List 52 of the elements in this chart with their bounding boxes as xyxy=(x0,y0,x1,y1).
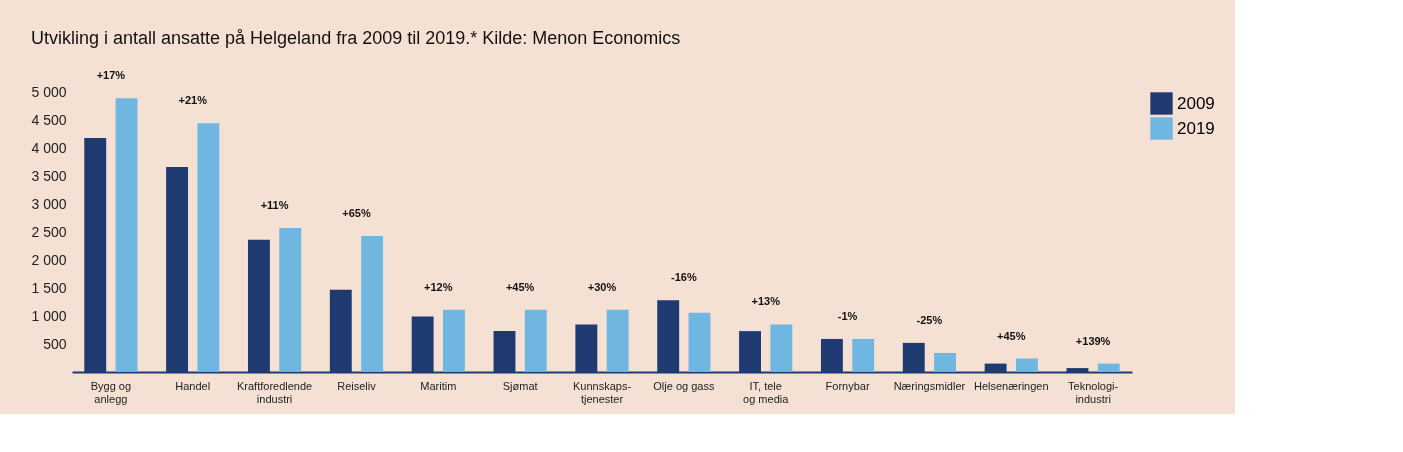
y-tick-label: 3 000 xyxy=(31,195,67,212)
bar xyxy=(197,123,220,372)
x-tick-label: Kraftforedlende industri xyxy=(236,379,313,405)
y-tick-label: 1 000 xyxy=(31,307,67,324)
x-tick-label: Bygg og anlegg xyxy=(90,379,132,405)
y-tick-label: 4 500 xyxy=(31,111,67,128)
x-tick-label: Olje og gass xyxy=(653,379,715,392)
x-tick-label: Fornybar xyxy=(825,379,870,392)
x-tick-label: Kunnskaps- tjenester xyxy=(572,379,632,405)
annotation: +45% xyxy=(505,280,535,293)
bar xyxy=(770,324,793,372)
annotation: -16% xyxy=(671,271,697,284)
x-tick-label: Helsenæringen xyxy=(973,379,1049,392)
bar xyxy=(361,235,384,372)
x-tick-label: Handel xyxy=(175,379,211,392)
annotation: +45% xyxy=(997,329,1026,342)
legend-label: 2009 xyxy=(1177,93,1215,113)
y-tick-label: 2 000 xyxy=(31,251,67,268)
y-tick-label: 500 xyxy=(43,335,67,352)
x-tick-label: IT, tele og media xyxy=(743,379,790,405)
annotation: +139% xyxy=(1075,334,1111,347)
chart-title: Utvikling i antall ansatte på Helgeland fra 2009 til 2019.* Kilde: Menon Economics xyxy=(30,28,681,49)
annotation: +13% xyxy=(751,295,781,308)
bar xyxy=(1097,363,1120,372)
bar xyxy=(934,352,957,372)
y-tick-label: 4 000 xyxy=(31,139,67,156)
bar xyxy=(279,228,302,372)
y-tick-label: 5 000 xyxy=(31,83,67,100)
legend-label: 2019 xyxy=(1177,118,1215,138)
bar xyxy=(115,98,138,372)
x-tick-label: Næringsmidler xyxy=(893,379,966,392)
y-tick-label: 1 500 xyxy=(31,279,67,296)
text: +17% xyxy=(96,69,126,82)
annotation: +65% xyxy=(342,206,371,219)
x-tick-label: Teknologi- industri xyxy=(1068,379,1119,405)
bar xyxy=(524,309,547,372)
y-tick-label: 3 500 xyxy=(31,167,67,184)
x-tick-label: Reiseliv xyxy=(337,379,377,392)
annotation: +21% xyxy=(178,94,208,107)
y-tick-label: 2 500 xyxy=(31,223,67,240)
annotation: +30% xyxy=(587,280,617,293)
annotation: -25% xyxy=(916,313,943,326)
bar xyxy=(442,309,465,372)
annotation: +12% xyxy=(424,280,453,293)
x-tick-label: Maritim xyxy=(420,379,457,392)
bar xyxy=(852,338,875,372)
bar xyxy=(606,309,629,372)
annotation: -1% xyxy=(837,309,858,322)
bar xyxy=(688,312,711,372)
x-tick-label: Sjømat xyxy=(502,379,538,392)
annotation: +11% xyxy=(260,199,289,212)
bar xyxy=(1015,358,1038,372)
